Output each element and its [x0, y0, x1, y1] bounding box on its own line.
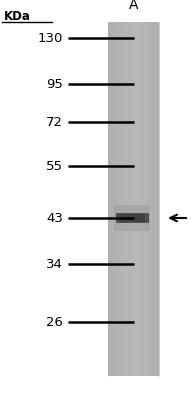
Bar — [142, 22, 143, 376]
Bar — [116, 22, 118, 376]
Bar — [138, 22, 140, 376]
Bar — [154, 22, 155, 376]
Text: A: A — [129, 0, 138, 12]
Bar — [147, 22, 148, 376]
Bar — [120, 22, 121, 376]
Bar — [145, 22, 147, 376]
Bar — [137, 22, 138, 376]
Text: 95: 95 — [46, 78, 63, 90]
Bar — [150, 22, 152, 376]
Text: 26: 26 — [46, 316, 63, 328]
Bar — [118, 22, 120, 376]
Text: 130: 130 — [38, 32, 63, 44]
Bar — [121, 22, 123, 376]
Bar — [157, 22, 159, 376]
Bar — [152, 22, 154, 376]
Bar — [132, 22, 133, 376]
Bar — [133, 22, 135, 376]
Bar — [116, 213, 149, 223]
Bar — [111, 22, 113, 376]
Bar — [143, 22, 145, 376]
Bar — [108, 22, 159, 376]
Text: KDa: KDa — [4, 10, 31, 23]
Text: 34: 34 — [46, 258, 63, 270]
Bar — [115, 22, 116, 376]
Bar — [126, 22, 128, 376]
Bar — [128, 22, 130, 376]
Bar — [130, 22, 132, 376]
Text: 55: 55 — [46, 160, 63, 172]
Bar — [135, 22, 137, 376]
Bar — [140, 22, 142, 376]
Bar — [123, 22, 125, 376]
Bar — [125, 22, 126, 376]
Bar — [110, 22, 111, 376]
Bar — [113, 22, 115, 376]
Bar — [119, 214, 145, 222]
Bar — [155, 22, 157, 376]
Bar — [114, 205, 151, 231]
Bar — [108, 22, 110, 376]
Bar — [148, 22, 150, 376]
Text: 72: 72 — [46, 116, 63, 128]
Text: 43: 43 — [46, 212, 63, 224]
